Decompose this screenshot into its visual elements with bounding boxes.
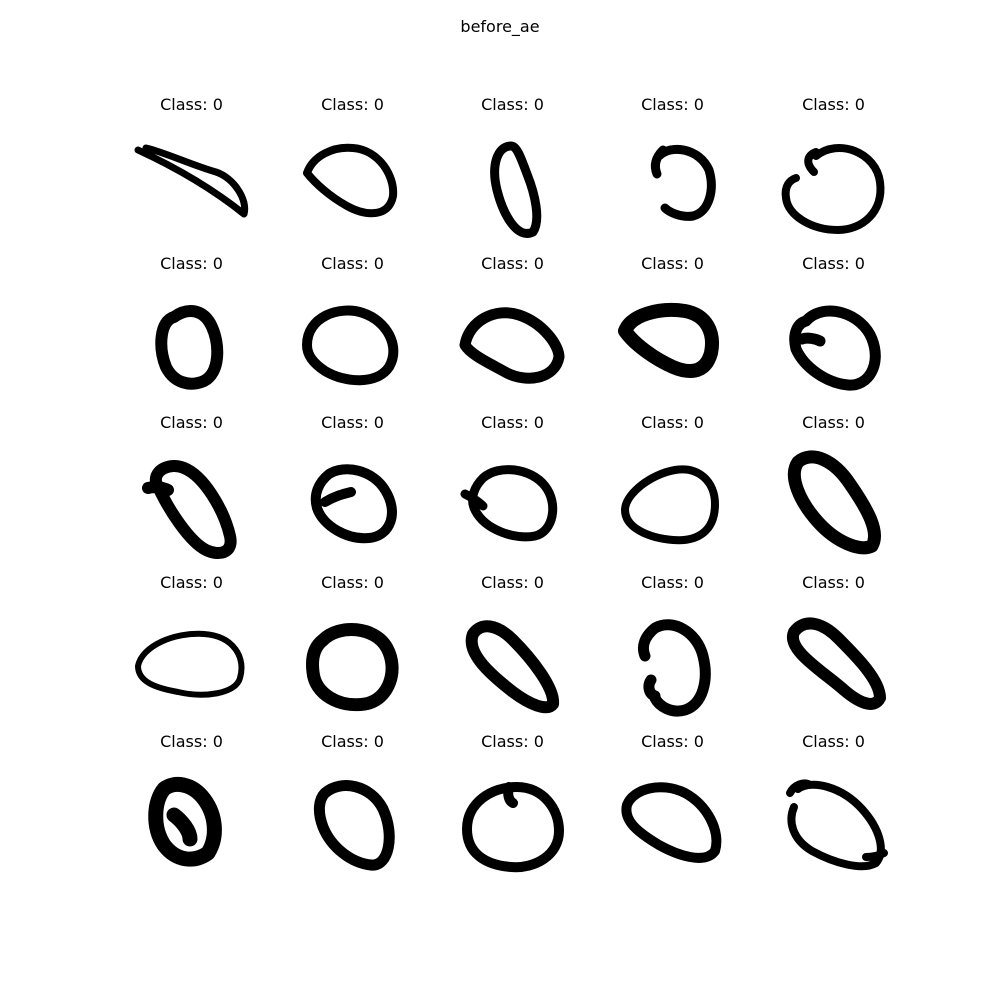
handwritten-zero-icon [135, 630, 245, 698]
digit-panel: Class: 0 [134, 573, 249, 713]
digit-panel: Class: 0 [455, 95, 570, 238]
digit-panel: Class: 0 [776, 413, 891, 555]
digit-panel: Class: 0 [134, 732, 249, 872]
panel-title: Class: 0 [481, 254, 544, 273]
digit-panel: Class: 0 [134, 254, 249, 394]
panel-title: Class: 0 [641, 573, 704, 592]
handwritten-zero-icon [490, 141, 542, 238]
handwritten-zero-icon [142, 459, 237, 559]
handwritten-zero-icon [462, 782, 564, 873]
digit-panel: Class: 0 [295, 254, 410, 394]
panel-title: Class: 0 [321, 95, 384, 114]
panel-title: Class: 0 [321, 732, 384, 751]
panel-title: Class: 0 [641, 95, 704, 114]
handwritten-zero-icon [134, 144, 249, 218]
panel-title: Class: 0 [160, 95, 223, 114]
digit-panel: Class: 0 [134, 413, 249, 559]
handwritten-zero-icon [460, 465, 558, 542]
handwritten-zero-icon [650, 144, 716, 221]
panel-title: Class: 0 [160, 573, 223, 592]
handwritten-zero-icon [303, 143, 398, 218]
handwritten-zero-icon [459, 307, 565, 384]
digit-panel: Class: 0 [295, 573, 410, 713]
panel-title: Class: 0 [802, 413, 865, 432]
panel-title: Class: 0 [641, 732, 704, 751]
digit-panel: Class: 0 [455, 254, 570, 394]
digit-panel: Class: 0 [615, 732, 730, 872]
panel-title: Class: 0 [641, 413, 704, 432]
handwritten-zero-icon [618, 303, 719, 378]
panel-title: Class: 0 [481, 732, 544, 751]
figure-title: before_ae [460, 17, 540, 36]
panel-title: Class: 0 [802, 254, 865, 273]
handwritten-zero-icon [313, 780, 395, 871]
digit-panel: Class: 0 [776, 573, 891, 713]
handwritten-zero-icon [787, 617, 886, 710]
panel-title: Class: 0 [160, 413, 223, 432]
digit-panel: Class: 0 [615, 95, 730, 235]
digit-panel: Class: 0 [455, 573, 570, 714]
handwritten-zero-icon [148, 776, 222, 867]
panel-title: Class: 0 [802, 95, 865, 114]
digit-panel: Class: 0 [455, 732, 570, 873]
handwritten-zero-icon [637, 619, 711, 717]
panel-title: Class: 0 [481, 413, 544, 432]
digit-panel: Class: 0 [455, 413, 570, 553]
handwritten-zero-icon [787, 450, 881, 555]
panel-title: Class: 0 [160, 732, 223, 751]
digit-panel: Class: 0 [615, 254, 730, 394]
digit-panel: Class: 0 [615, 573, 730, 717]
handwritten-zero-icon [310, 464, 397, 544]
digit-panel: Class: 0 [776, 95, 891, 235]
panel-title: Class: 0 [802, 732, 865, 751]
digit-panel: Class: 0 [776, 254, 891, 394]
handwritten-zero-icon [789, 305, 881, 391]
digit-panel: Class: 0 [615, 413, 730, 553]
handwritten-zero-icon [621, 465, 719, 545]
panel-title: Class: 0 [481, 95, 544, 114]
panel-title: Class: 0 [641, 254, 704, 273]
digit-panel: Class: 0 [776, 732, 891, 872]
digit-panel: Class: 0 [295, 95, 410, 235]
handwritten-zero-icon [306, 623, 399, 712]
panel-title: Class: 0 [321, 254, 384, 273]
handwritten-zero-icon [302, 305, 399, 386]
digit-panel: Class: 0 [295, 413, 410, 553]
handwritten-zero-icon [155, 305, 224, 390]
panel-title: Class: 0 [160, 254, 223, 273]
handwritten-zero-icon [786, 779, 888, 871]
handwritten-zero-icon [465, 620, 559, 714]
digit-panel: Class: 0 [295, 732, 410, 872]
panel-title: Class: 0 [481, 573, 544, 592]
panel-title: Class: 0 [802, 573, 865, 592]
handwritten-zero-icon [781, 144, 885, 234]
panel-title: Class: 0 [321, 413, 384, 432]
digit-panel: Class: 0 [134, 95, 249, 235]
handwritten-zero-icon [621, 782, 722, 863]
panel-title: Class: 0 [321, 573, 384, 592]
